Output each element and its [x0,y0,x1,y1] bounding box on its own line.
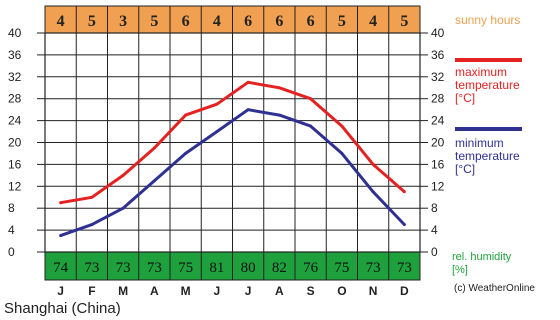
humidity-value: 75 [334,260,349,276]
x-tick-label: N [369,284,378,298]
humidity-value: 81 [209,260,224,276]
sunny-hours-value: 4 [213,13,221,30]
humidity-value: 75 [178,260,193,276]
min-temperature-line [60,108,406,238]
x-tick-label: J [57,284,64,298]
y-tick-label-right: 0 [431,245,438,259]
y-tick-label-left: 36 [8,48,22,62]
y-tick-label-right: 24 [431,114,445,128]
max-temperature-point [246,80,250,84]
sunny-hours-value: 6 [275,13,283,30]
min-temperature-point [152,179,156,183]
sunny-hours-value: 4 [369,13,377,30]
y-tick-label-right: 12 [431,179,445,193]
legend-max-label: [°C] [455,91,475,105]
x-tick-label: D [400,284,409,298]
y-tick-label-right: 4 [431,223,438,237]
sunny-hours-value: 3 [119,13,127,30]
y-tick-label-left: 28 [8,92,22,106]
min-temperature-point [371,190,375,194]
copyright-text: (c) WeatherOnline [454,283,535,294]
y-tick-label-left: 0 [8,245,15,259]
sunny-hours-value: 5 [150,13,158,30]
sunny-hours-value: 6 [182,13,190,30]
legend-min-label: minimum [455,136,504,150]
y-tick-label-left: 16 [8,157,22,171]
sunny-hours-value: 6 [244,13,252,30]
legend-min-label: [°C] [455,162,475,176]
min-temperature-point [309,124,313,128]
x-tick-label: M [118,284,128,298]
min-temperature-point [121,206,125,210]
location-caption: Shanghai (China) [4,300,121,317]
legend-humidity-unit: [%] [452,264,468,276]
legend-min-label: temperature [455,149,520,163]
x-tick-label: A [275,284,284,298]
y-tick-label-left: 4 [8,223,15,237]
max-temperature-point [340,124,344,128]
sunny-hours-value: 6 [307,13,315,30]
max-temperature-point [184,113,188,117]
max-temperature-point [59,201,63,205]
max-temperature-point [215,102,219,106]
x-tick-label: A [150,284,159,298]
humidity-value: 73 [147,260,162,276]
x-tick-label: M [181,284,191,298]
max-temperature-line [60,80,406,205]
y-tick-label-left: 24 [8,114,22,128]
legend-sunny-hours: sunny hours [455,13,520,27]
y-tick-label-left: 32 [8,70,22,84]
min-temperature-point [340,151,344,155]
sunny-hours-value: 4 [57,13,65,30]
humidity-value: 73 [116,260,131,276]
min-temperature-point [215,130,219,134]
legend-humidity-label: rel. humidity [452,251,512,263]
y-tick-label-right: 16 [431,157,445,171]
min-temperature-point [246,108,250,112]
min-temperature-point [277,113,281,117]
humidity-value: 73 [366,260,381,276]
legend-max-label: temperature [455,78,520,92]
humidity-value: 82 [272,260,287,276]
sunny-hours-value: 5 [338,13,346,30]
x-tick-label: J [214,284,221,298]
max-temperature-point [309,97,313,101]
y-tick-label-left: 8 [8,201,15,215]
y-tick-label-right: 28 [431,92,445,106]
humidity-value: 73 [84,260,99,276]
x-tick-label: S [307,284,315,298]
y-tick-label-right: 32 [431,70,445,84]
min-temperature-point [184,151,188,155]
min-temperature-point [59,234,63,238]
max-temperature-point [152,146,156,150]
y-tick-label-right: 8 [431,201,438,215]
x-tick-label: F [88,284,95,298]
max-temperature-point [121,173,125,177]
sunny-hours-value: 5 [400,13,408,30]
min-temperature-point [90,223,94,227]
max-temperature-point [277,86,281,90]
y-tick-label-left: 20 [8,136,22,150]
y-tick-label-left: 12 [8,179,22,193]
min-temperature-point [402,223,406,227]
y-tick-label-right: 36 [431,48,445,62]
max-temperature-point [371,162,375,166]
humidity-value: 73 [397,260,412,276]
y-tick-label-right: 40 [431,26,445,40]
y-tick-label-left: 40 [8,26,22,40]
humidity-value: 80 [241,260,256,276]
sunny-hours-value: 5 [88,13,96,30]
x-tick-label: J [245,284,252,298]
x-tick-label: O [337,284,346,298]
humidity-value: 76 [303,260,319,276]
max-temperature-point [90,195,94,199]
max-temperature-point [402,190,406,194]
legend-max-label: maximum [455,65,507,79]
y-tick-label-right: 20 [431,136,445,150]
humidity-value: 74 [53,260,69,276]
